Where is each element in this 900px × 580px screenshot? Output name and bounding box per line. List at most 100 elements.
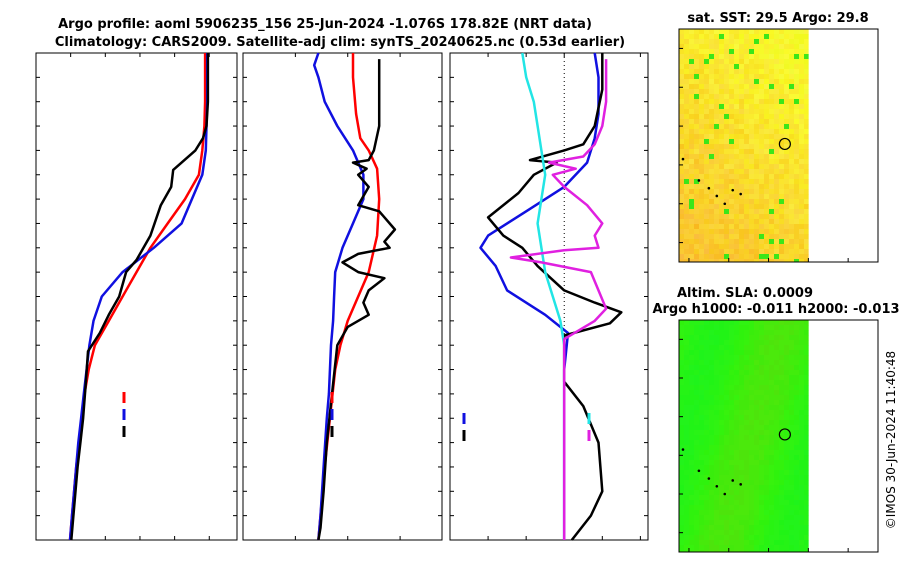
sla-cell [694, 510, 700, 516]
sla-cell [734, 320, 740, 326]
sla-cell [729, 340, 735, 346]
sst-cell [764, 204, 770, 210]
sst-cell [684, 244, 690, 250]
sst-cell [734, 199, 740, 205]
sla-cell [774, 465, 780, 471]
sla-cell [724, 485, 730, 491]
sst-cell [709, 194, 715, 200]
sst-cell [794, 154, 800, 160]
sst-cell [699, 94, 705, 100]
sst-cell [799, 194, 805, 200]
sla-cell [754, 375, 760, 381]
sst-cell [749, 229, 755, 235]
sst-cell [694, 94, 700, 100]
sst-cell [719, 89, 725, 95]
sla-cell [694, 320, 700, 326]
sst-cell [764, 194, 770, 200]
sla-cell [679, 355, 685, 361]
sla-cell [724, 405, 730, 411]
sst-cell [689, 179, 695, 185]
sst-cell [689, 134, 695, 140]
sst-cell [739, 244, 745, 250]
sst-cell [764, 184, 770, 190]
sla-cell [744, 325, 750, 331]
sst-cell [734, 129, 740, 135]
sst-cell [684, 129, 690, 135]
sst-cell [689, 149, 695, 155]
sst-cell [684, 169, 690, 175]
sla-cell [784, 525, 790, 531]
sla-cell [779, 505, 785, 511]
sla-cell [734, 335, 740, 341]
sst-cell [779, 59, 785, 65]
sla-cell [794, 340, 800, 346]
sst-cell [689, 214, 695, 220]
sla-cell [789, 375, 795, 381]
sst-cell [804, 49, 809, 55]
sst-argo-position-marker [778, 137, 791, 151]
sst-cell [759, 89, 765, 95]
sla-cell [779, 340, 785, 346]
sst-cell [724, 204, 730, 210]
sla-cell [799, 470, 805, 476]
sla-cell [769, 380, 775, 386]
sla-cell [779, 440, 785, 446]
sst-cell [774, 39, 780, 45]
sla-cell [734, 490, 740, 496]
sla-cell [784, 500, 790, 506]
sla-cell [684, 340, 690, 346]
sst-cell [784, 169, 790, 175]
sst-cell [774, 144, 780, 150]
sst-cell [774, 139, 780, 145]
sla-cell [694, 330, 700, 336]
sst-cell [714, 174, 720, 180]
sst-cell [774, 224, 780, 230]
sla-cell [734, 500, 740, 506]
sst-cell [699, 44, 705, 50]
sla-cell [794, 320, 800, 326]
sla-cell [709, 500, 715, 506]
sla-cell [739, 425, 745, 431]
sst-cell [694, 219, 700, 225]
sla-cell [769, 460, 775, 466]
sla-cell [759, 350, 765, 356]
sst-cell [789, 154, 795, 160]
sla-cell [754, 440, 760, 446]
sst-cell [709, 149, 715, 155]
sla-cell [769, 470, 775, 476]
sst-cell [704, 124, 710, 130]
sla-cell [714, 475, 720, 481]
sla-cell [754, 370, 760, 376]
sst-cell [794, 209, 800, 215]
sst-cell [774, 189, 780, 195]
sst-cell [799, 69, 805, 75]
sla-cell [799, 370, 805, 376]
sla-cell [754, 495, 760, 501]
sla-cell [749, 370, 755, 376]
sst-cell [764, 179, 770, 185]
sst-cell [714, 34, 720, 40]
sla-cell [754, 465, 760, 471]
sla-cell [704, 395, 710, 401]
sst-cell [774, 229, 780, 235]
sst-cell [799, 29, 805, 35]
sla-cell [754, 345, 760, 351]
sla-cell [684, 400, 690, 406]
sla-cell [704, 455, 710, 461]
sst-cell [769, 139, 775, 145]
sla-cell [799, 525, 805, 531]
sla-cell [734, 420, 740, 426]
sst-cell [679, 149, 685, 155]
sla-cell [739, 400, 745, 406]
sst-cell [774, 44, 780, 50]
sst-cell [739, 64, 745, 70]
sst-cell [759, 154, 765, 160]
sla-cell [769, 365, 775, 371]
sst-cell [759, 209, 765, 215]
sst-cell [749, 84, 755, 90]
sla-cell [779, 380, 785, 386]
sst-cell [734, 34, 740, 40]
sla-cell [724, 440, 730, 446]
sst-cell [694, 34, 700, 40]
sst-cell [749, 209, 755, 215]
